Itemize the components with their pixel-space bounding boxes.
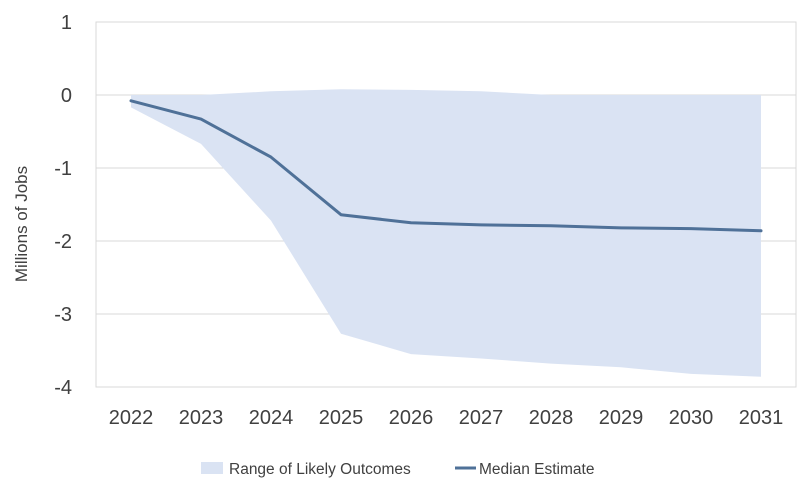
y-tick-label: 0 (61, 85, 72, 107)
y-tick-labels: 1 0 -1 -2 -3 -4 (54, 12, 72, 399)
y-tick-label: -3 (54, 304, 72, 326)
y-tick-label: -1 (54, 158, 72, 180)
median-line-layer (129, 99, 763, 233)
x-tick-label: 2030 (669, 407, 714, 429)
y-tick-label: 1 (61, 12, 72, 34)
y-axis-label: Millions of Jobs (12, 166, 31, 282)
legend: Range of Likely Outcomes Median Estimate (201, 461, 594, 478)
legend-label-median: Median Estimate (479, 461, 594, 478)
x-tick-labels: 2022 2023 2024 2025 2026 2027 2028 2029 2030 2031 (109, 407, 784, 429)
x-tick-label: 2026 (389, 407, 434, 429)
range-band-layer (131, 89, 761, 377)
range-band (131, 89, 761, 377)
x-tick-label: 2023 (179, 407, 224, 429)
x-tick-label: 2028 (529, 407, 574, 429)
x-tick-label: 2031 (739, 407, 784, 429)
legend-label-range: Range of Likely Outcomes (229, 461, 411, 478)
x-tick-label: 2027 (459, 407, 504, 429)
y-tick-label: -4 (54, 377, 72, 399)
x-tick-label: 2022 (109, 407, 154, 429)
y-tick-label: -2 (54, 231, 72, 253)
x-tick-label: 2029 (599, 407, 644, 429)
legend-swatch-range (201, 462, 223, 474)
x-tick-label: 2024 (249, 407, 294, 429)
median-line (129, 99, 763, 233)
x-tick-label: 2025 (319, 407, 364, 429)
